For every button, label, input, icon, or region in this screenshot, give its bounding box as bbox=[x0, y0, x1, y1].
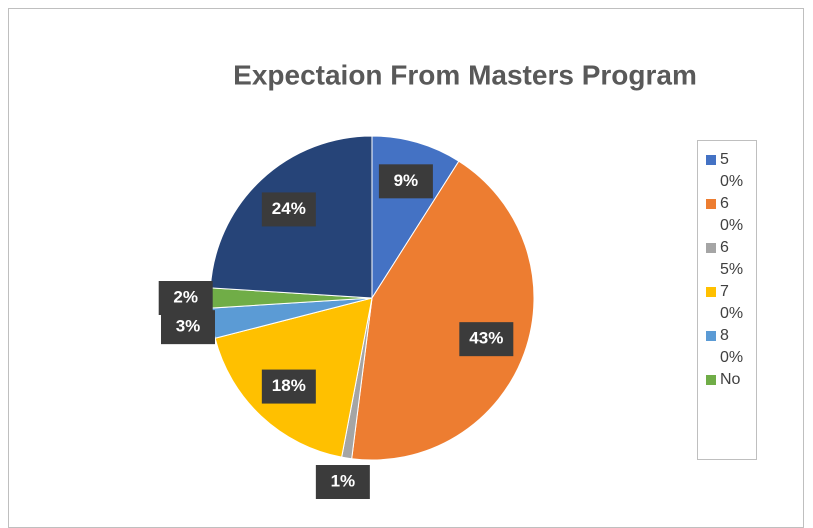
data-label-box bbox=[261, 192, 316, 227]
legend-entry: 50% bbox=[706, 149, 752, 193]
data-label-box bbox=[158, 281, 213, 315]
legend-entry: 60% bbox=[706, 193, 752, 237]
data-label-box bbox=[261, 369, 316, 404]
legend: 50% 60% 65% 70% 80% No bbox=[697, 140, 757, 460]
data-label: 3% bbox=[176, 317, 201, 336]
legend-swatch bbox=[706, 155, 716, 165]
legend-swatch bbox=[706, 287, 716, 297]
data-label-box bbox=[315, 465, 370, 500]
pie-slice bbox=[351, 160, 535, 461]
legend-swatch bbox=[706, 199, 716, 209]
chart-title: Expectaion From Masters Program bbox=[233, 59, 697, 90]
data-label-box bbox=[160, 310, 215, 345]
legend-entry: 80% bbox=[706, 325, 752, 369]
data-label: 9% bbox=[394, 171, 419, 190]
page: Expectaion From Masters Program 9% 43% 1% 1… bbox=[8, 8, 804, 528]
legend-entry: 65% bbox=[706, 237, 752, 281]
legend-swatch bbox=[706, 375, 716, 385]
legend-label: 80% bbox=[720, 327, 744, 366]
data-label-box bbox=[459, 322, 514, 357]
data-label: 24% bbox=[272, 199, 306, 218]
legend-swatch bbox=[706, 243, 716, 253]
chart: Expectaion From Masters Program 9% 43% 1% 1… bbox=[158, 59, 697, 500]
legend-entry: No bbox=[706, 369, 752, 391]
legend-label: 65% bbox=[720, 239, 744, 278]
data-label: 2% bbox=[173, 287, 198, 306]
legend-label: 50% bbox=[720, 151, 744, 190]
legend-label: 60% bbox=[720, 195, 744, 234]
data-label: 1% bbox=[331, 471, 356, 490]
data-label: 18% bbox=[272, 376, 306, 395]
legend-label: No bbox=[720, 371, 741, 388]
data-label-box bbox=[378, 164, 433, 199]
legend-entry: 70% bbox=[706, 281, 752, 325]
data-label: 43% bbox=[469, 329, 503, 348]
legend-swatch bbox=[706, 331, 716, 341]
legend-label: 70% bbox=[720, 283, 744, 322]
